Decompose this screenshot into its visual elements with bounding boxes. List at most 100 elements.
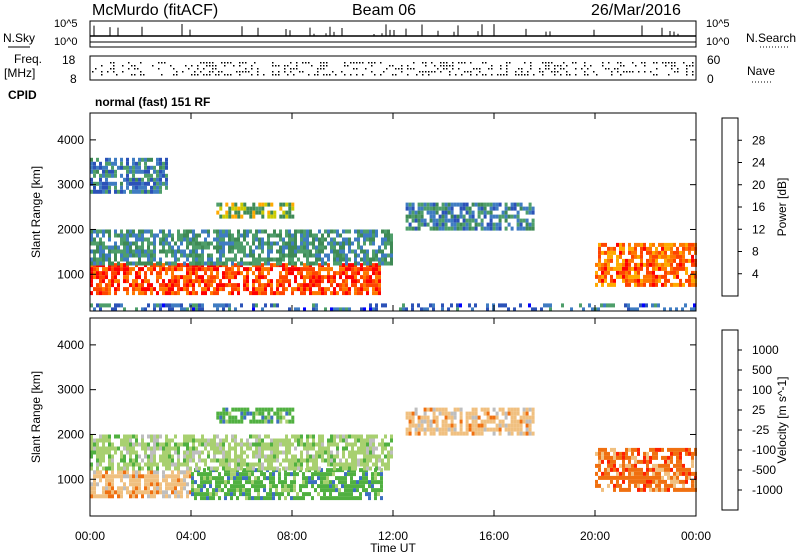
- echo-cell: [228, 229, 231, 234]
- echo-cell: [323, 488, 326, 493]
- freq-dot: [458, 68, 460, 70]
- echo-cell: [465, 411, 469, 416]
- echo-cell: [177, 478, 180, 483]
- echo-cell: [664, 242, 667, 247]
- echo-cell: [261, 450, 264, 455]
- echo-cell: [655, 266, 658, 271]
- echo-cell: [598, 246, 601, 251]
- echo-cell: [324, 446, 327, 451]
- echo-cell: [658, 471, 661, 476]
- echo-cell: [108, 450, 111, 455]
- echo-cell: [261, 249, 264, 254]
- echo-cell: [384, 442, 387, 447]
- echo-cell: [243, 283, 246, 288]
- echo-cell: [471, 407, 475, 412]
- echo-cell: [189, 241, 192, 246]
- echo-cell: [285, 275, 288, 280]
- echo-cell: [369, 279, 372, 284]
- echo-cell: [120, 185, 123, 190]
- echo-cell: [531, 218, 535, 223]
- echo-cell: [549, 303, 552, 308]
- echo-cell: [207, 450, 210, 455]
- echo-cell: [228, 307, 231, 312]
- echo-cell: [192, 307, 195, 312]
- echo-cell: [291, 214, 295, 219]
- echo-cell: [216, 245, 219, 250]
- freq-dot: [356, 68, 358, 70]
- echo-cell: [191, 472, 194, 477]
- echo-cell: [308, 480, 311, 485]
- echo-cell: [123, 307, 126, 312]
- echo-cell: [156, 446, 159, 451]
- freq-dot: [368, 62, 370, 64]
- echo-cell: [312, 275, 315, 280]
- echo-cell: [111, 482, 114, 487]
- echo-cell: [643, 483, 646, 488]
- echo-cell: [222, 307, 225, 312]
- echo-cell: [477, 210, 481, 215]
- echo-cell: [194, 488, 197, 493]
- echo-cell: [411, 423, 415, 428]
- echo-cell: [294, 462, 297, 467]
- freq-dot: [374, 74, 376, 76]
- echo-cell: [357, 261, 360, 266]
- echo-cell: [429, 226, 433, 231]
- echo-cell: [285, 241, 288, 246]
- echo-cell: [691, 242, 694, 247]
- echo-cell: [483, 419, 487, 424]
- echo-cell: [360, 446, 363, 451]
- echo-cell: [300, 434, 303, 439]
- echo-cell: [174, 490, 177, 495]
- freq-dot: [206, 62, 208, 64]
- echo-cell: [667, 487, 670, 492]
- echo-cell: [162, 263, 165, 268]
- freq-dot: [665, 65, 667, 67]
- echo-cell: [108, 458, 111, 463]
- freq-dot: [593, 71, 595, 73]
- echo-cell: [129, 434, 132, 439]
- echo-cell: [177, 450, 180, 455]
- echo-cell: [222, 245, 225, 250]
- echo-cell: [186, 434, 189, 439]
- echo-cell: [242, 476, 245, 481]
- echo-cell: [249, 291, 252, 296]
- echo-cell: [688, 451, 691, 456]
- freq-dot: [587, 68, 589, 70]
- echo-cell: [336, 257, 339, 262]
- echo-cell: [360, 434, 363, 439]
- echo-cell: [96, 474, 99, 479]
- echo-cell: [171, 283, 174, 288]
- echo-cell: [480, 206, 484, 211]
- echo-cell: [664, 266, 667, 271]
- echo-cell: [90, 303, 93, 308]
- echo-cell: [153, 303, 156, 308]
- freq-dot: [401, 71, 403, 73]
- freq-dot: [671, 65, 673, 67]
- echo-cell: [375, 462, 378, 467]
- echo-cell: [162, 173, 165, 178]
- echo-cell: [267, 407, 271, 412]
- echo-cell: [348, 245, 351, 250]
- echo-cell: [444, 202, 448, 207]
- colorbar-label: Velocity [m s^-1]: [775, 377, 789, 464]
- echo-cell: [372, 257, 375, 262]
- echo-cell: [501, 303, 504, 308]
- echo-cell: [691, 487, 694, 492]
- echo-cell: [153, 245, 156, 250]
- freq-dot: [251, 68, 253, 70]
- echo-cell: [688, 475, 691, 480]
- echo-cell: [306, 438, 309, 443]
- echo-cell: [279, 237, 282, 242]
- echo-cell: [300, 438, 303, 443]
- echo-cell: [315, 237, 318, 242]
- echo-cell: [102, 249, 105, 254]
- echo-cell: [237, 249, 240, 254]
- echo-cell: [333, 307, 336, 312]
- echo-cell: [667, 254, 670, 259]
- freq-dot: [461, 74, 463, 76]
- echo-cell: [264, 261, 267, 266]
- echo-cell: [456, 431, 460, 436]
- echo-cell: [604, 250, 607, 255]
- echo-cell: [348, 434, 351, 439]
